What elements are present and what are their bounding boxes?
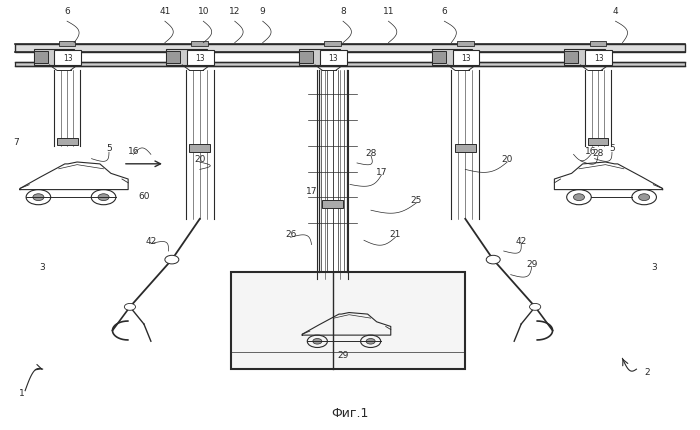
Bar: [585, 50, 612, 66]
Bar: [57, 138, 78, 146]
Text: 16: 16: [127, 147, 139, 156]
Text: 28: 28: [365, 148, 377, 157]
Bar: [167, 52, 180, 64]
Circle shape: [98, 194, 109, 201]
Text: 29: 29: [526, 260, 538, 269]
Bar: [564, 49, 605, 66]
Bar: [34, 49, 74, 66]
Bar: [299, 49, 340, 66]
Text: 26: 26: [285, 230, 296, 239]
Bar: [187, 50, 214, 66]
Text: 1: 1: [19, 388, 24, 397]
Text: Фиг.1: Фиг.1: [331, 405, 369, 419]
Text: 17: 17: [376, 168, 387, 177]
Bar: [564, 52, 578, 64]
Text: 16: 16: [585, 147, 597, 156]
Circle shape: [366, 339, 375, 344]
Text: 20: 20: [194, 155, 206, 164]
Text: 6: 6: [64, 7, 70, 16]
Bar: [432, 52, 446, 64]
Bar: [587, 138, 608, 146]
Text: 42: 42: [146, 236, 157, 245]
Text: 8: 8: [340, 7, 346, 16]
Text: 5: 5: [106, 144, 112, 153]
Text: 7: 7: [13, 138, 19, 147]
Bar: [455, 145, 476, 152]
Text: 42: 42: [515, 236, 527, 245]
Bar: [167, 49, 206, 66]
Bar: [432, 49, 472, 66]
Text: 3: 3: [40, 262, 46, 271]
Text: 21: 21: [390, 230, 401, 239]
Bar: [457, 41, 474, 46]
Bar: [191, 41, 208, 46]
Text: 9: 9: [260, 7, 265, 16]
Text: 13: 13: [461, 54, 471, 63]
Circle shape: [125, 304, 136, 310]
Text: 5: 5: [609, 144, 615, 153]
Text: 13: 13: [196, 54, 205, 63]
Circle shape: [313, 339, 322, 344]
Text: 20: 20: [501, 155, 513, 164]
Text: 3: 3: [651, 262, 657, 271]
Text: 6: 6: [442, 7, 447, 16]
Bar: [231, 273, 466, 369]
Text: 13: 13: [594, 54, 603, 63]
Text: 10: 10: [197, 7, 209, 16]
Bar: [322, 200, 343, 208]
Text: 12: 12: [229, 7, 240, 16]
Bar: [299, 52, 313, 64]
Circle shape: [165, 256, 178, 264]
Circle shape: [638, 194, 650, 201]
Text: 13: 13: [328, 54, 338, 63]
Circle shape: [33, 194, 44, 201]
Text: 41: 41: [159, 7, 171, 16]
Bar: [189, 145, 210, 152]
Text: 11: 11: [383, 7, 394, 16]
Circle shape: [573, 194, 584, 201]
Bar: [453, 50, 480, 66]
Text: 17: 17: [306, 187, 317, 196]
Text: 4: 4: [612, 7, 618, 16]
Circle shape: [529, 304, 540, 310]
Text: 28: 28: [592, 148, 603, 157]
Text: 60: 60: [138, 191, 150, 200]
Bar: [320, 50, 346, 66]
Bar: [589, 41, 606, 46]
Bar: [15, 45, 685, 53]
Text: 25: 25: [411, 196, 422, 205]
Bar: [324, 41, 341, 46]
Text: 13: 13: [63, 54, 73, 63]
Bar: [34, 52, 48, 64]
Bar: [59, 41, 76, 46]
Text: 29: 29: [337, 350, 349, 359]
Circle shape: [486, 256, 500, 264]
Bar: [15, 63, 685, 67]
Bar: [55, 50, 81, 66]
Text: 2: 2: [644, 367, 650, 376]
